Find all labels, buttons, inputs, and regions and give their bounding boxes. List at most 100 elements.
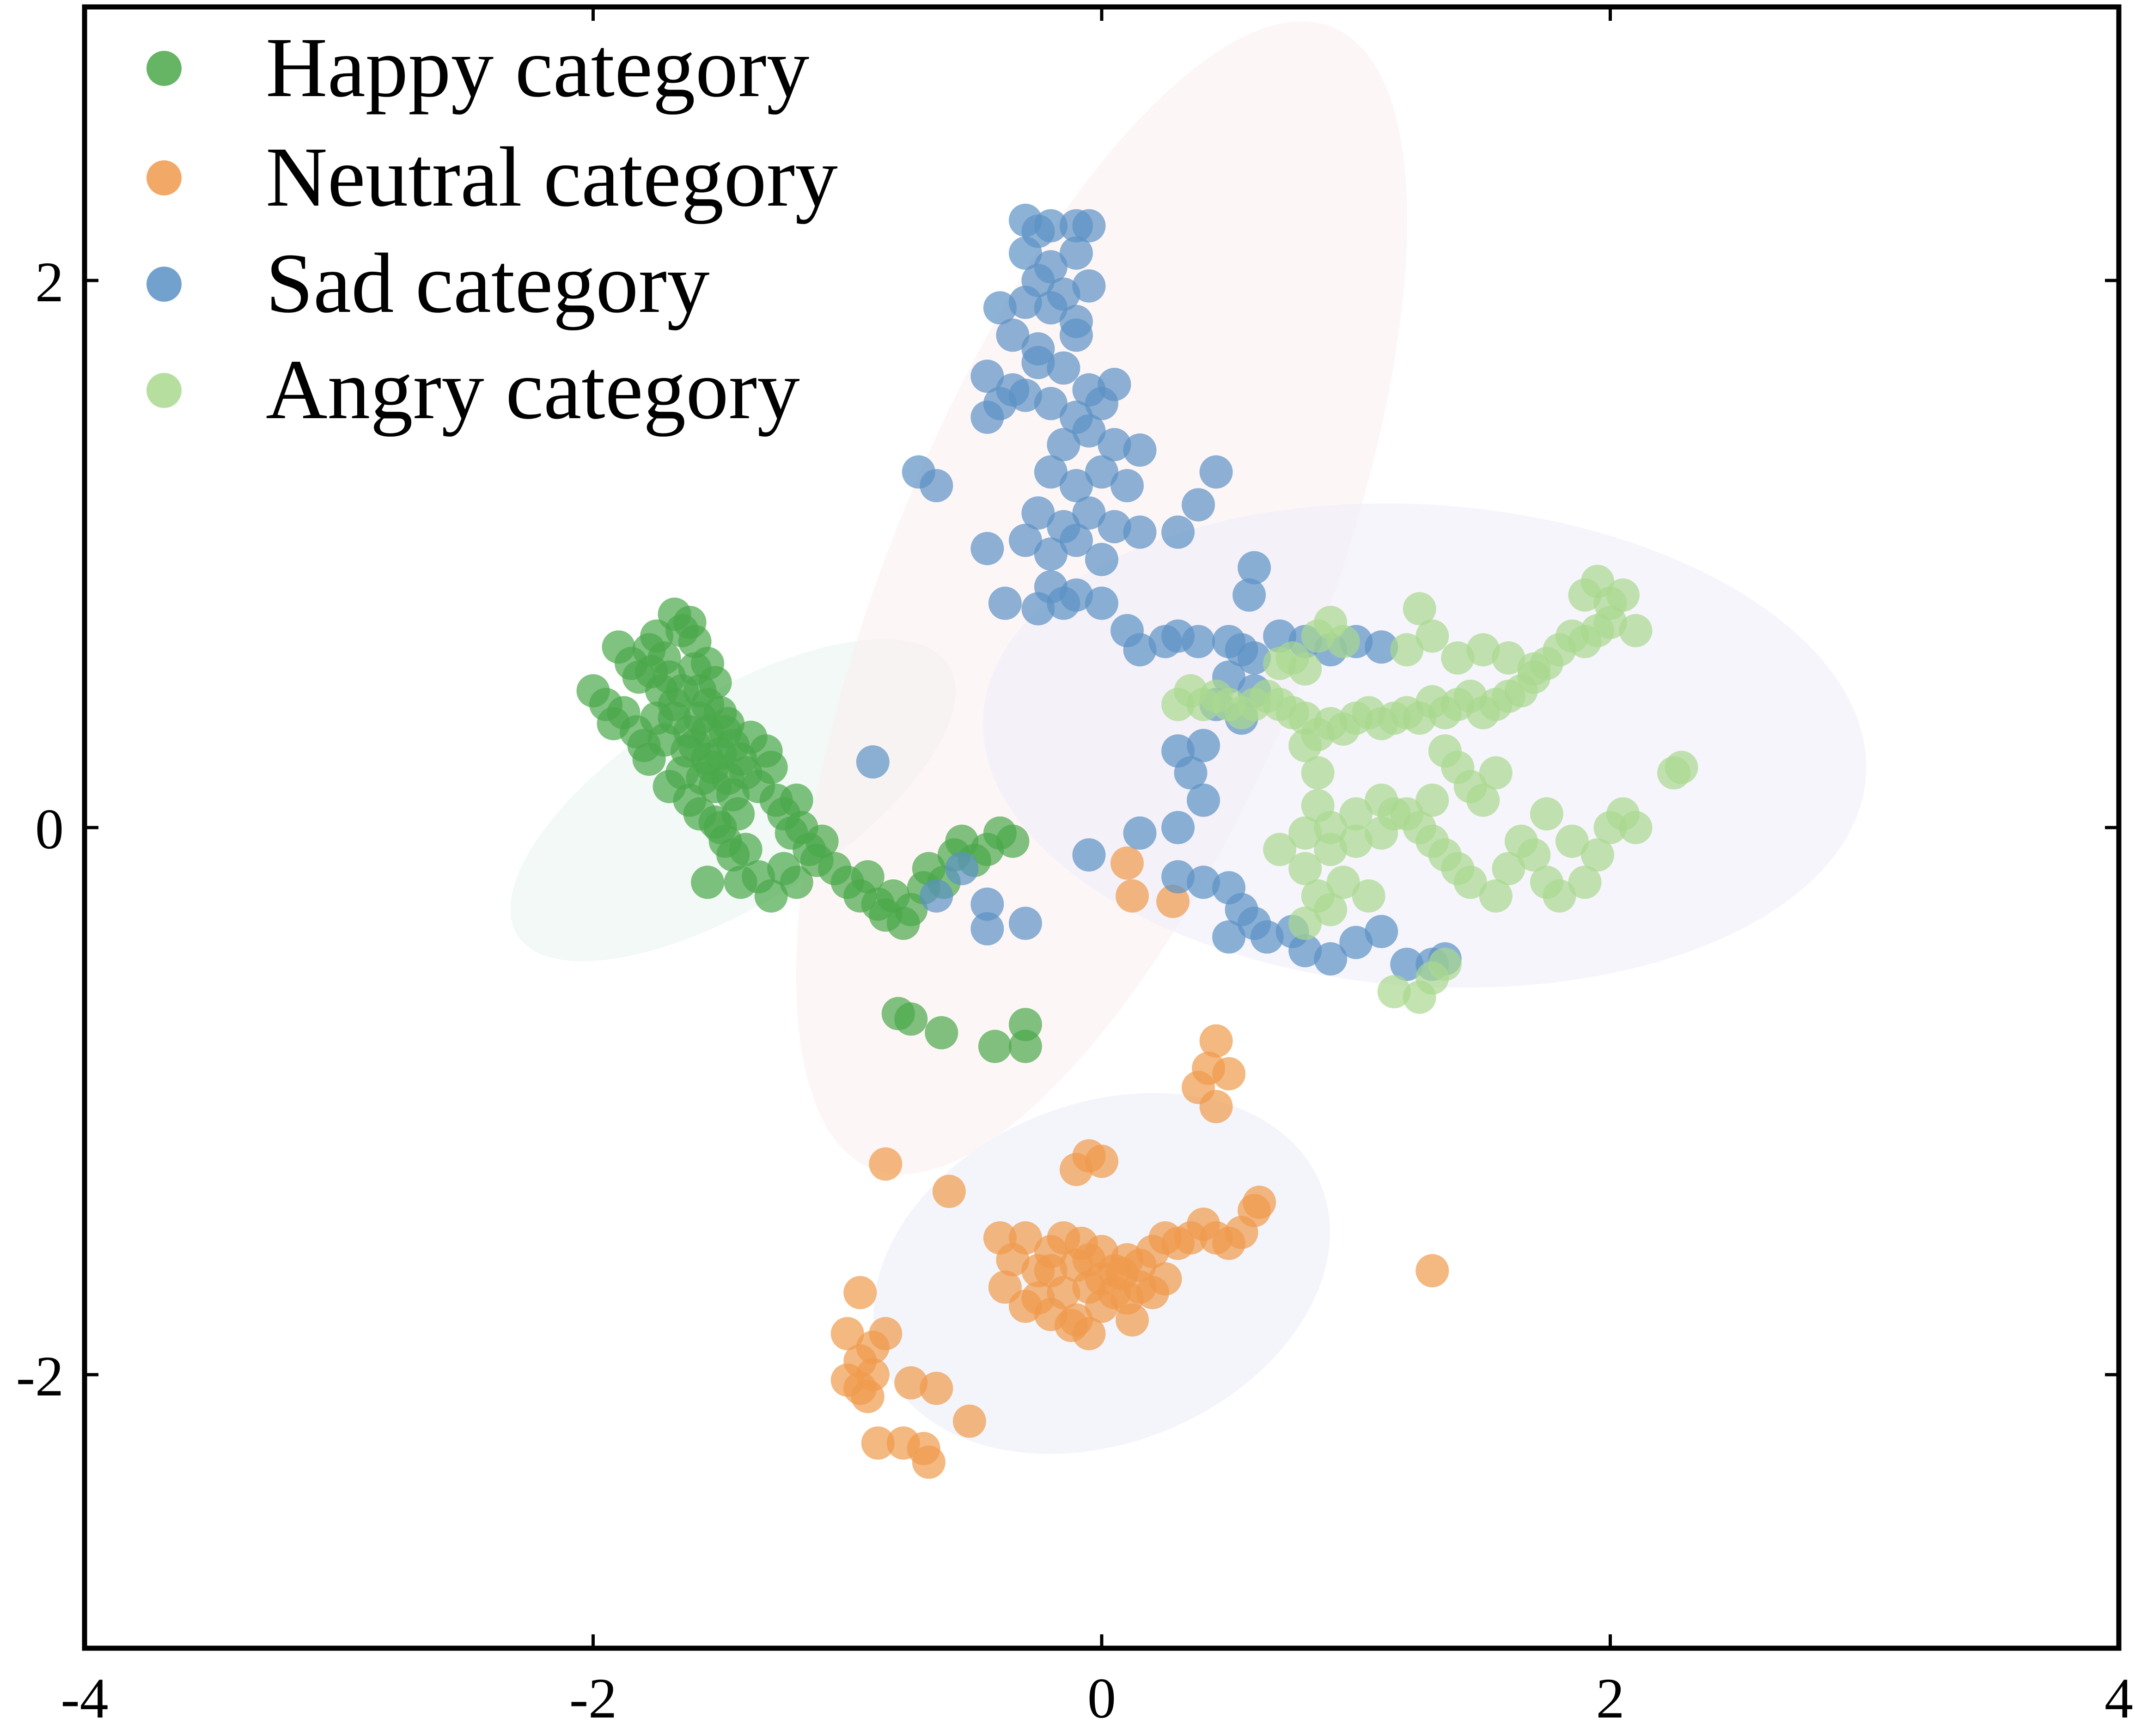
point-sad [1085,455,1118,489]
point-sad [1059,236,1093,270]
point-angry [1288,729,1322,762]
point-angry [1580,838,1614,872]
point-sad [1123,633,1157,667]
point-happy [925,1016,958,1049]
point-sad [1072,209,1106,243]
point-neutral [1085,1145,1118,1178]
point-neutral [843,1276,877,1310]
point-sad [1034,537,1068,571]
point-angry [1453,865,1487,899]
point-sad [1174,756,1208,790]
point-angry [1326,865,1360,899]
point-sad [1161,860,1195,894]
x-tick-label: -2 [569,1667,617,1730]
point-sad [996,318,1030,352]
point-angry [1619,811,1653,844]
point-happy [698,666,732,700]
point-sad [1123,433,1157,467]
point-angry [1665,750,1698,784]
point-neutral [1064,1226,1098,1260]
point-angry [1377,797,1411,831]
y-tick-label: 0 [35,798,64,861]
point-sad [1187,729,1220,762]
x-tick-label: 0 [1087,1667,1116,1730]
point-sad [1314,942,1348,976]
point-happy [780,783,813,817]
legend-marker-neutral [146,160,182,195]
point-sad [983,291,1017,325]
point-sad [1034,291,1068,325]
axis-ticks: -4 -2 0 2 4 -2 0 2 [16,7,2133,1730]
point-sad [1288,934,1322,968]
point-sad [1059,318,1093,352]
point-sad [1008,907,1042,940]
point-sad [1161,811,1195,844]
point-neutral [1415,1254,1449,1288]
point-sad [988,586,1022,620]
point-sad [1085,586,1118,620]
point-neutral [1021,1281,1055,1315]
point-angry [1492,852,1525,885]
legend: Happy category Neutral category Sad cate… [146,20,838,437]
point-sad [1008,378,1042,412]
point-sad [1008,236,1042,270]
point-sad [945,852,979,885]
point-angry [1161,688,1195,721]
point-neutral [1148,1262,1182,1296]
point-happy [754,750,788,784]
point-sad [970,532,1004,566]
point-neutral [1059,1153,1093,1186]
point-sad [1199,455,1233,489]
point-neutral [851,1380,884,1413]
point-sad [1339,926,1373,959]
point-sad [1008,286,1042,319]
point-sad [1072,496,1106,530]
point-angry [1568,865,1602,899]
point-angry [1301,756,1335,790]
point-angry [1530,797,1563,831]
point-angry [1314,833,1348,866]
point-sad [1034,387,1068,420]
point-neutral [1034,1254,1068,1288]
point-happy [671,734,704,768]
point-sad [1232,578,1266,612]
legend-item-sad: Sad category [146,236,710,331]
point-sad [1161,515,1195,549]
point-sad [1047,586,1080,620]
point-sad [902,455,935,489]
point-happy [780,865,813,899]
series-angry [1161,565,1698,1014]
point-happy [851,860,884,894]
point-sad [1250,920,1284,954]
legend-label-sad: Sad category [266,236,710,331]
series-happy [576,597,1042,1063]
point-angry [1492,641,1525,675]
y-tick-label: -2 [16,1345,64,1408]
point-angry [1415,783,1449,817]
point-angry [1415,619,1449,653]
legend-item-happy: Happy category [146,20,809,115]
legend-item-angry: Angry category [146,342,800,437]
point-happy [754,879,788,913]
point-neutral [1199,1090,1233,1123]
point-neutral [1116,1303,1149,1337]
point-angry [1326,625,1360,658]
point-happy [698,805,732,839]
point-angry [1288,852,1322,885]
point-sad [1021,346,1055,379]
x-tick-label: -4 [61,1667,108,1730]
series-neutral [830,846,1449,1479]
point-happy [711,707,745,741]
point-sad [1021,592,1055,626]
point-sad [1047,428,1080,462]
point-sad [1059,524,1093,557]
point-sad [970,359,1004,393]
point-sad [1021,496,1055,530]
point-angry [1479,879,1513,913]
point-sad [970,887,1004,921]
point-neutral [1212,1057,1246,1090]
point-angry [1390,633,1424,667]
legend-marker-sad [146,267,182,302]
point-angry [1339,824,1373,858]
point-sad [1072,838,1106,872]
